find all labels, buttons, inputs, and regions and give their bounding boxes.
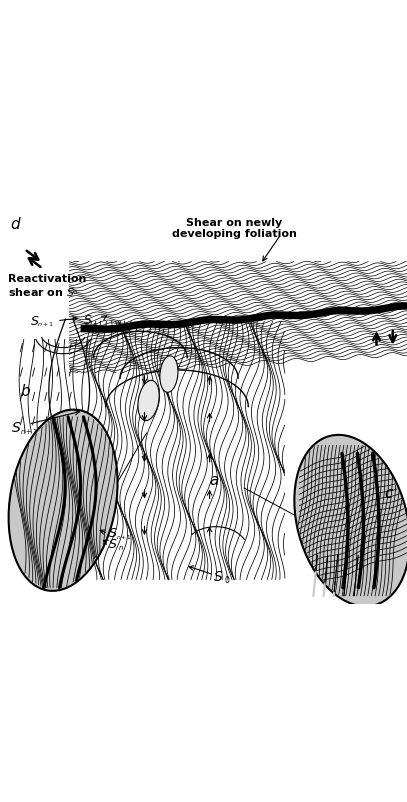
Text: $_n$: $_n$	[92, 319, 97, 328]
Ellipse shape	[160, 356, 178, 393]
Text: $_0$: $_0$	[72, 287, 78, 296]
Ellipse shape	[9, 410, 118, 591]
Text: $_0$: $_0$	[224, 573, 230, 586]
Text: $S$: $S$	[108, 537, 118, 551]
Text: c: c	[385, 485, 393, 500]
Text: $_{n+1}$: $_{n+1}$	[116, 532, 132, 541]
Text: Reactivation
shear on $S$: Reactivation shear on $S$	[8, 273, 87, 297]
Text: $S$: $S$	[212, 569, 223, 584]
Ellipse shape	[138, 381, 159, 421]
Text: b: b	[21, 383, 31, 399]
Text: Shear on newly
developing foliation: Shear on newly developing foliation	[172, 217, 296, 239]
Text: a: a	[209, 472, 219, 488]
Text: $_n$: $_n$	[118, 542, 124, 553]
Text: $S$: $S$	[30, 315, 39, 328]
Text: d: d	[11, 217, 20, 232]
Text: $_{n+1}$: $_{n+1}$	[37, 320, 54, 329]
Text: $S$: $S$	[83, 314, 92, 327]
Text: $S$: $S$	[11, 420, 22, 435]
Text: $S$: $S$	[108, 527, 118, 540]
Text: $_{n+1}$: $_{n+1}$	[20, 427, 39, 436]
Ellipse shape	[294, 435, 407, 606]
